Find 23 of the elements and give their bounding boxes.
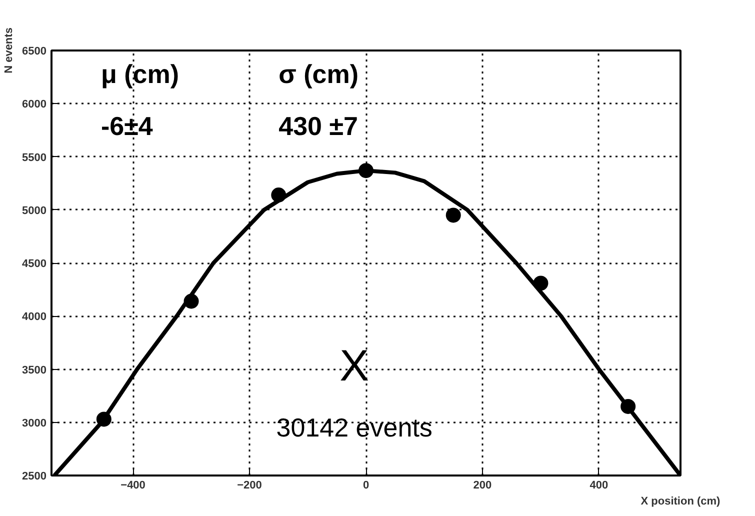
y-tick-label: 3000 [22,417,47,430]
y-tick-label: 5500 [22,152,47,164]
y-tick-label: 2500 [22,470,47,482]
x-tick-label: −400 [120,480,146,492]
x-tick-label: 0 [362,480,370,492]
x-tick-label: 400 [590,480,608,492]
annotation: 30142 events [276,412,432,443]
y-tick-label: 6000 [22,98,47,111]
annotation: μ (cm) [101,58,180,89]
annotation: -6±4 [101,110,154,141]
annotation: 430 ±7 [278,110,358,141]
annotation: X [340,342,370,391]
annotation: σ (cm) [278,58,359,89]
x-tick-label: −200 [237,480,262,492]
y-tick-label: 4000 [22,311,47,324]
y-tick-label: 6500 [22,46,47,58]
y-axis-title: N events [3,28,16,74]
y-tick-label: 3500 [22,364,47,376]
y-tick-label: 4500 [22,258,47,270]
point [446,208,461,223]
x-tick-label: 200 [473,480,492,492]
x-axis-title: X position (cm) [640,496,721,508]
y-tick-label: 5000 [22,204,47,217]
